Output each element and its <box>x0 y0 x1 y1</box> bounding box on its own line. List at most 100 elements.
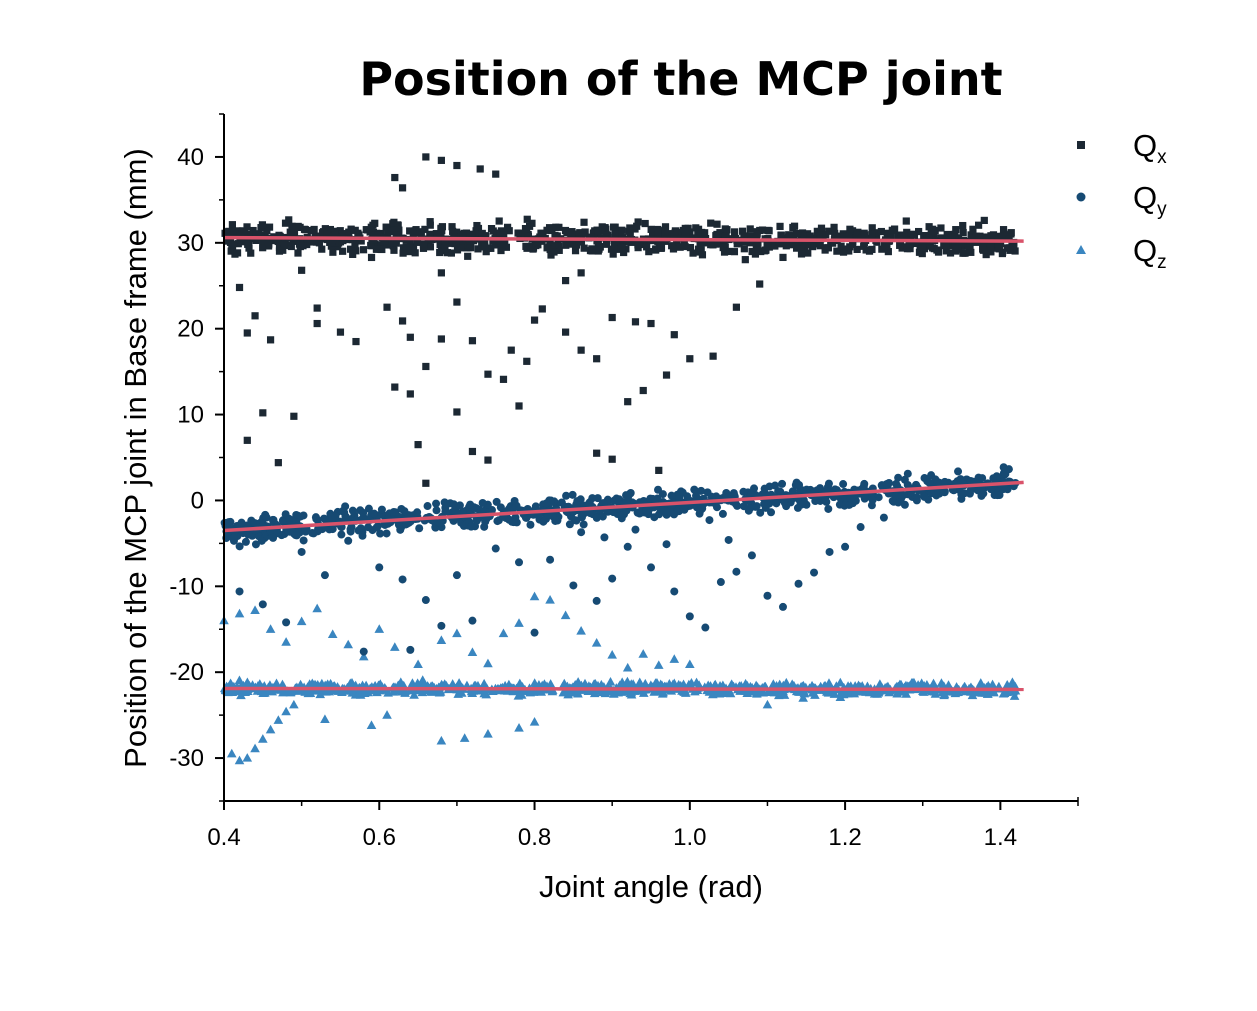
marker-qx <box>806 232 814 240</box>
marker-qx <box>281 219 290 227</box>
marker-qx <box>538 237 546 245</box>
marker-qx <box>707 241 715 249</box>
marker-qy <box>763 591 772 600</box>
marker-qy <box>824 504 833 513</box>
marker-qx <box>437 224 445 232</box>
marker-qy <box>515 558 524 567</box>
marker-qx <box>645 248 653 256</box>
x-tick-label: 1.0 <box>673 824 706 851</box>
marker-qx <box>437 335 445 343</box>
marker-qx <box>441 237 449 245</box>
marker-qx <box>323 230 331 238</box>
marker-qx <box>712 232 720 240</box>
marker-qy <box>667 491 676 500</box>
marker-qy <box>879 513 888 522</box>
marker-qy <box>292 531 301 540</box>
marker-qz <box>685 659 695 669</box>
marker-qy <box>285 514 294 523</box>
marker-qx <box>367 253 376 262</box>
marker-qy <box>370 509 379 518</box>
fit-line-qy <box>223 480 1024 533</box>
marker-qx <box>959 221 967 230</box>
marker-qx <box>809 242 817 251</box>
marker-qx <box>648 231 657 240</box>
marker-qx <box>468 337 477 345</box>
marker-qx <box>593 355 601 363</box>
marker-qx <box>453 161 461 170</box>
marker-qz <box>621 678 631 688</box>
marker-qx <box>473 221 481 230</box>
marker-qx <box>686 355 694 363</box>
marker-qx <box>877 227 885 236</box>
marker-qx <box>437 269 445 277</box>
marker-qx <box>622 245 630 253</box>
marker-qx <box>719 243 727 252</box>
marker-qx <box>409 230 417 238</box>
marker-qz <box>435 687 446 696</box>
marker-qx <box>280 240 288 248</box>
marker-qy <box>940 477 949 486</box>
marker-qz <box>265 724 276 734</box>
marker-qy <box>229 533 238 542</box>
marker-qx <box>969 225 977 233</box>
marker-qx <box>484 456 492 464</box>
marker-qy <box>797 500 806 509</box>
marker-qy <box>756 508 765 517</box>
marker-qy <box>897 491 906 500</box>
marker-qx <box>633 222 641 230</box>
marker-qz <box>242 753 253 762</box>
marker-qx <box>840 233 848 241</box>
marker-qx <box>833 247 841 255</box>
marker-qy <box>224 518 233 527</box>
marker-qx <box>436 248 444 257</box>
marker-qx <box>367 223 375 231</box>
marker-qy <box>481 517 490 526</box>
y-tick-label: 0 <box>191 487 204 514</box>
marker-qz <box>250 743 260 753</box>
legend-marker <box>1077 141 1085 149</box>
marker-qx <box>821 244 830 252</box>
series-qz <box>219 591 1021 765</box>
marker-qx <box>779 253 787 262</box>
marker-qz <box>374 624 385 633</box>
marker-qx <box>351 241 359 249</box>
marker-qz <box>998 688 1009 698</box>
marker-qy <box>346 525 355 534</box>
marker-qz <box>823 688 834 697</box>
marker-qx <box>290 412 298 420</box>
marker-qx <box>888 226 896 234</box>
marker-qy <box>279 517 288 526</box>
marker-qz <box>295 679 306 689</box>
marker-qx <box>449 227 457 235</box>
marker-qx <box>580 218 588 226</box>
marker-qz <box>590 678 601 688</box>
marker-qx <box>459 232 467 240</box>
marker-qx <box>881 239 889 247</box>
marker-qx <box>1011 247 1019 255</box>
marker-qx <box>359 246 368 254</box>
marker-qx <box>258 221 267 229</box>
marker-qx <box>909 230 917 238</box>
marker-qx <box>228 240 236 249</box>
marker-qx <box>522 242 530 250</box>
marker-qz <box>651 686 661 696</box>
marker-qx <box>426 218 434 226</box>
marker-qy <box>993 491 1002 500</box>
marker-qx <box>493 230 501 238</box>
marker-qx <box>499 227 507 236</box>
marker-qy <box>868 495 877 504</box>
marker-qx <box>680 238 688 246</box>
series-qy <box>220 463 1020 656</box>
marker-qy <box>235 587 244 596</box>
marker-qx <box>944 232 952 240</box>
marker-qx <box>571 247 580 255</box>
marker-qx <box>265 236 273 244</box>
marker-qy <box>732 567 741 576</box>
marker-qx <box>845 247 853 255</box>
marker-qx <box>539 229 547 237</box>
marker-qz <box>545 595 555 604</box>
marker-qx <box>331 231 339 239</box>
marker-qy <box>670 587 679 596</box>
marker-qx <box>351 226 359 234</box>
marker-qx <box>562 328 570 336</box>
